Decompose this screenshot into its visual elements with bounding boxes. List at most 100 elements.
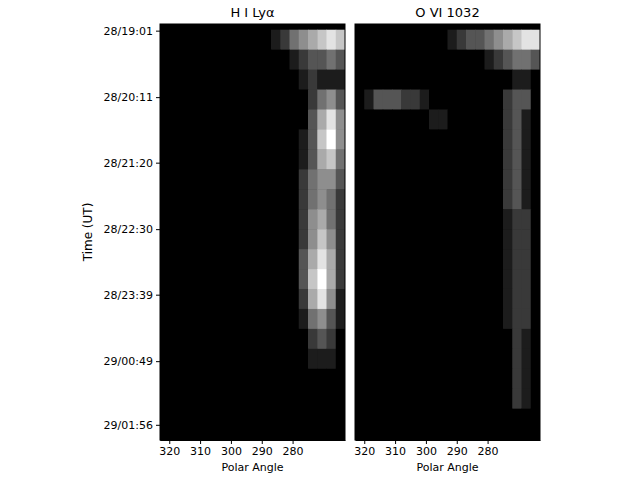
cell [336,349,345,369]
cell [317,249,327,269]
cell [216,289,226,309]
cell [308,249,318,269]
cell [253,289,263,309]
cell [448,329,458,349]
cell [466,169,476,189]
cell [466,249,476,269]
tick: 28/22:30 [104,223,160,236]
cell [271,389,281,409]
cell [531,189,540,209]
tick: 280 [283,440,304,458]
cell [225,50,235,70]
cell [457,309,467,329]
cell [280,90,290,110]
cell [383,309,393,329]
cell [429,349,439,369]
cell [522,209,532,229]
cell [374,389,384,409]
plot-frame [355,24,540,440]
cell [216,209,226,229]
cell [317,369,327,389]
cell [317,169,327,189]
cell [336,209,345,229]
cell [494,229,504,249]
tick: 310 [385,440,406,458]
cell [271,109,281,129]
cell [169,90,179,110]
tick-mark [262,440,263,444]
cell [216,329,226,349]
cell [317,289,327,309]
cell [160,329,170,349]
cell [317,309,327,329]
cell [355,269,365,289]
cell [188,70,198,90]
cell [374,70,384,90]
cell [253,309,263,329]
cell [179,329,189,349]
cell [420,289,430,309]
cell [290,149,300,169]
cell [308,409,318,429]
cell [160,109,170,129]
cell [262,349,272,369]
cell [188,409,198,429]
tick-mark [426,440,427,444]
cell [253,149,263,169]
cell [216,389,226,409]
cell [160,70,170,90]
cell [429,129,439,149]
cell [485,209,495,229]
cell [225,309,235,329]
cell [355,109,365,129]
cell [392,249,402,269]
cell [392,189,402,209]
cell [299,149,309,169]
cell [429,309,439,329]
cell [503,329,513,349]
cell [401,329,411,349]
cell [253,249,263,269]
cell [383,90,393,110]
cell [225,30,235,50]
cell [188,289,198,309]
cell [317,30,327,50]
tick: 280 [478,440,499,458]
cell [383,70,393,90]
cell [457,30,467,50]
cell [262,289,272,309]
cell [494,109,504,129]
cell [448,349,458,369]
cell [206,90,216,110]
tick: 290 [447,440,468,458]
cell [475,289,485,309]
cell [457,349,467,369]
cell [475,149,485,169]
cell [494,50,504,70]
cell [355,349,365,369]
cell [243,129,253,149]
cell [392,169,402,189]
cell [401,289,411,309]
cell [383,229,393,249]
cell [262,50,272,70]
cell [160,249,170,269]
cell [494,209,504,229]
cell [392,209,402,229]
cell [457,209,467,229]
cell [448,50,458,70]
cell [383,249,393,269]
cell [466,189,476,209]
cell [280,249,290,269]
cell [225,129,235,149]
cell [503,349,513,369]
cell [169,149,179,169]
cell [169,409,179,429]
cell [411,109,421,129]
cell [512,329,522,349]
cell [188,109,198,129]
cell [494,389,504,409]
cell [271,90,281,110]
cell [188,269,198,289]
cell [317,349,327,369]
